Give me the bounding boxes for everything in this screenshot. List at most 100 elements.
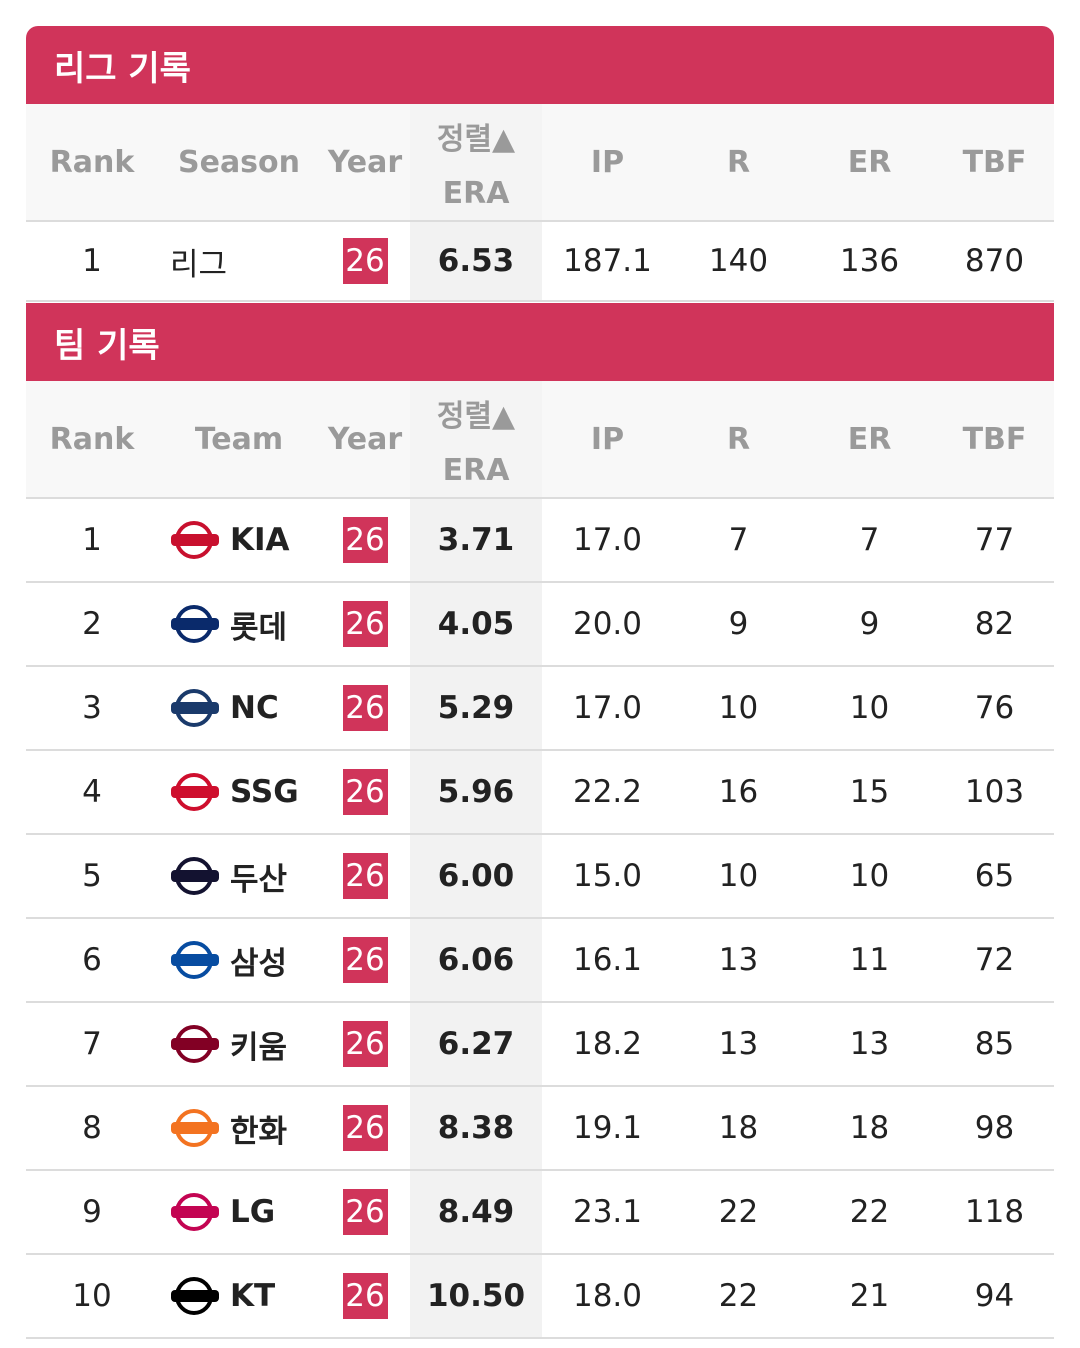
column-header[interactable]: 정렬▲ ERA — [410, 381, 542, 498]
era-cell: 3.71 — [410, 499, 542, 581]
column-label: ERA — [442, 453, 510, 488]
name-cell: LG — [158, 1171, 320, 1253]
row-divider — [26, 749, 1054, 751]
stat-cell: 7 — [859, 522, 880, 558]
stat-cell: 13 — [718, 942, 759, 978]
stat-cell: 22 — [718, 1278, 759, 1314]
stat-cell: 15.0 — [572, 858, 643, 894]
column-label: Team — [194, 422, 284, 457]
column-header: IP — [542, 381, 673, 498]
team-name: SSG — [230, 774, 299, 810]
stat-cell: 18 — [718, 1110, 759, 1146]
year-badge: 26 — [342, 517, 388, 563]
year-badge: 26 — [342, 1273, 388, 1319]
year-cell: 26 — [320, 1087, 410, 1169]
stat-cell: 22.2 — [572, 774, 643, 810]
stat-cell: 10 — [849, 858, 890, 894]
team-name: KT — [230, 1278, 276, 1314]
stat-cell: 15 — [849, 774, 890, 810]
stat-cell: 17.0 — [572, 522, 643, 558]
column-header: Rank — [26, 381, 158, 498]
stat-cell: 7 — [728, 522, 749, 558]
year-badge: 26 — [342, 1189, 388, 1235]
stat-cell: 10 — [849, 690, 890, 726]
year-badge: 26 — [342, 601, 388, 647]
column-header: Rank — [26, 104, 158, 221]
column-header: R — [673, 381, 804, 498]
name-cell: 리그 — [158, 222, 320, 300]
row-divider — [26, 1085, 1054, 1087]
era-cell: 6.53 — [410, 222, 542, 300]
year-badge: 26 — [342, 1021, 388, 1067]
column-header: Team — [158, 381, 320, 498]
column-label: TBF — [962, 145, 1027, 180]
stat-cell: 16.1 — [572, 942, 643, 978]
year-badge: 26 — [342, 853, 388, 899]
stat-cell: 2 — [82, 606, 102, 642]
era-cell: 6.00 — [410, 835, 542, 917]
name-cell: 키움 — [158, 1003, 320, 1085]
team-logo — [171, 1025, 219, 1063]
stat-cell: 10 — [72, 1278, 112, 1314]
row-divider — [26, 1253, 1054, 1255]
team-logo — [171, 857, 219, 895]
column-label: Season — [177, 145, 301, 180]
column-header[interactable]: 정렬▲ ERA — [410, 104, 542, 221]
name-cell: 롯데 — [158, 583, 320, 665]
name-cell: KT — [158, 1255, 320, 1337]
column-label: Rank — [49, 145, 135, 180]
team-logo — [171, 689, 219, 727]
stat-cell: 10 — [718, 690, 759, 726]
name-cell: 한화 — [158, 1087, 320, 1169]
stat-cell: 9 — [82, 1194, 102, 1230]
row-divider — [26, 1337, 1054, 1339]
team-name: NC — [230, 690, 279, 726]
column-header: TBF — [935, 381, 1054, 498]
stat-cell: 10 — [718, 858, 759, 894]
section-title: 팀 기록 — [26, 303, 1054, 381]
year-cell: 26 — [320, 1255, 410, 1337]
stat-cell: 187.1 — [563, 243, 652, 279]
year-cell: 26 — [320, 222, 410, 300]
column-header: R — [673, 104, 804, 221]
row-divider — [26, 833, 1054, 835]
era-cell: 8.49 — [410, 1171, 542, 1253]
year-badge: 26 — [342, 238, 388, 284]
row-divider — [26, 1169, 1054, 1171]
column-header: Year — [320, 381, 410, 498]
stat-cell: 22 — [849, 1194, 890, 1230]
stat-cell: 3 — [82, 690, 102, 726]
team-name: 두산 — [230, 861, 288, 898]
stat-cell: 11 — [849, 942, 890, 978]
year-cell: 26 — [320, 667, 410, 749]
stat-cell: 136 — [839, 243, 900, 279]
column-header: TBF — [935, 104, 1054, 221]
stat-cell: 65 — [974, 858, 1015, 894]
stat-cell: 9 — [728, 606, 749, 642]
era-cell: 10.50 — [410, 1255, 542, 1337]
column-header: Season — [158, 104, 320, 221]
stat-cell: 118 — [964, 1194, 1025, 1230]
team-logo — [171, 1193, 219, 1231]
stat-cell: 94 — [974, 1278, 1015, 1314]
era-cell: 4.05 — [410, 583, 542, 665]
stat-cell: 1 — [82, 522, 102, 558]
column-label: Year — [327, 145, 403, 180]
name-cell: 삼성 — [158, 919, 320, 1001]
section-title: 리그 기록 — [26, 26, 1054, 104]
column-label: IP — [590, 422, 625, 457]
stat-cell: 5 — [82, 858, 102, 894]
column-label: ERA — [442, 176, 510, 211]
row-divider — [26, 300, 1054, 302]
stat-cell: 23.1 — [572, 1194, 643, 1230]
row-divider — [26, 581, 1054, 583]
stat-cell: 13 — [849, 1026, 890, 1062]
year-cell: 26 — [320, 1171, 410, 1253]
stat-cell: 77 — [974, 522, 1015, 558]
column-label: R — [726, 145, 751, 180]
name-cell: NC — [158, 667, 320, 749]
row-divider — [26, 220, 1054, 222]
stat-cell: 21 — [849, 1278, 890, 1314]
era-cell: 6.27 — [410, 1003, 542, 1085]
